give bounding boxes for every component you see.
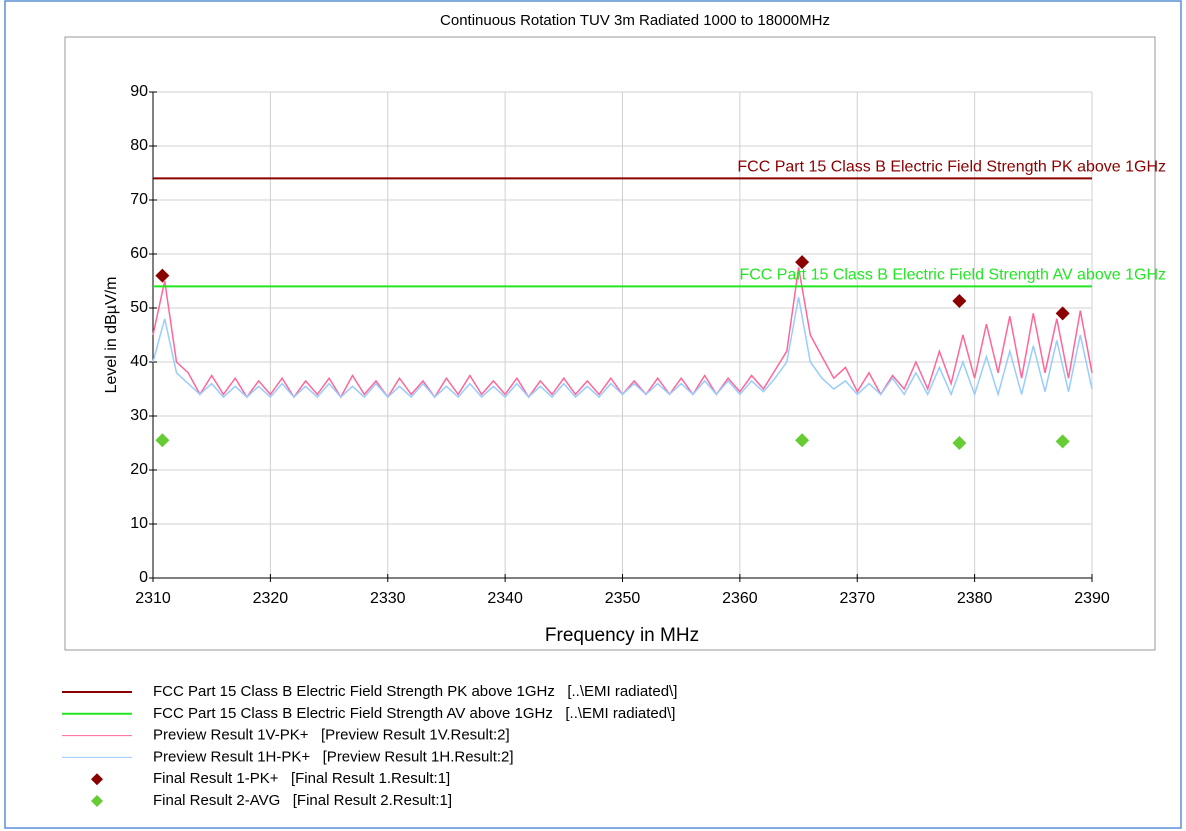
legend-label: FCC Part 15 Class B Electric Field Stren… (153, 683, 677, 700)
legend-label: FCC Part 15 Class B Electric Field Stren… (153, 705, 675, 722)
marker (1055, 434, 1070, 449)
x-tick-label: 2310 (135, 590, 171, 607)
y-tick-label: 50 (130, 299, 148, 316)
marker (952, 436, 967, 450)
legend-label: Preview Result 1H-PK+ [Preview Result 1H… (153, 748, 514, 765)
x-tick-label: 2380 (957, 590, 993, 607)
marker (952, 293, 967, 308)
y-axis-label: Level in dBµV/m (103, 277, 120, 394)
marker (1055, 306, 1070, 321)
limit-label: FCC Part 15 Class B Electric Field Stren… (737, 159, 1166, 176)
x-tick-label: 2390 (1074, 590, 1110, 607)
trace (152, 297, 1093, 399)
legend-swatch (91, 795, 103, 807)
legend-swatch (91, 773, 103, 786)
x-tick-label: 2340 (487, 590, 523, 607)
x-tick-label: 2330 (370, 590, 406, 607)
y-tick-label: 30 (130, 407, 148, 424)
legend-label: Preview Result 1V-PK+ [Preview Result 1V… (153, 727, 510, 744)
limit-label: FCC Part 15 Class B Electric Field Stren… (739, 267, 1166, 284)
marker (155, 268, 170, 283)
x-tick-label: 2320 (253, 590, 289, 607)
chart-title: Continuous Rotation TUV 3m Radiated 1000… (440, 12, 830, 29)
y-tick-label: 90 (130, 83, 148, 100)
y-tick-label: 40 (130, 353, 148, 370)
x-tick-label: 2350 (605, 590, 641, 607)
marker (155, 433, 170, 448)
x-tick-label: 2360 (722, 590, 758, 607)
y-tick-label: 80 (130, 137, 148, 154)
y-tick-label: 0 (139, 569, 148, 586)
legend-label: Final Result 2-AVG [Final Result 2.Resul… (153, 792, 452, 809)
y-tick-label: 10 (130, 515, 148, 532)
legend-label: Final Result 1-PK+ [Final Result 1.Resul… (153, 770, 450, 787)
plot-frame (64, 36, 1156, 651)
marker (795, 255, 810, 270)
marker (795, 433, 810, 448)
y-tick-label: 70 (130, 191, 148, 208)
y-tick-label: 20 (130, 461, 148, 478)
x-axis-label: Frequency in MHz (545, 625, 699, 646)
y-tick-label: 60 (130, 245, 148, 262)
x-tick-label: 2370 (839, 590, 875, 607)
